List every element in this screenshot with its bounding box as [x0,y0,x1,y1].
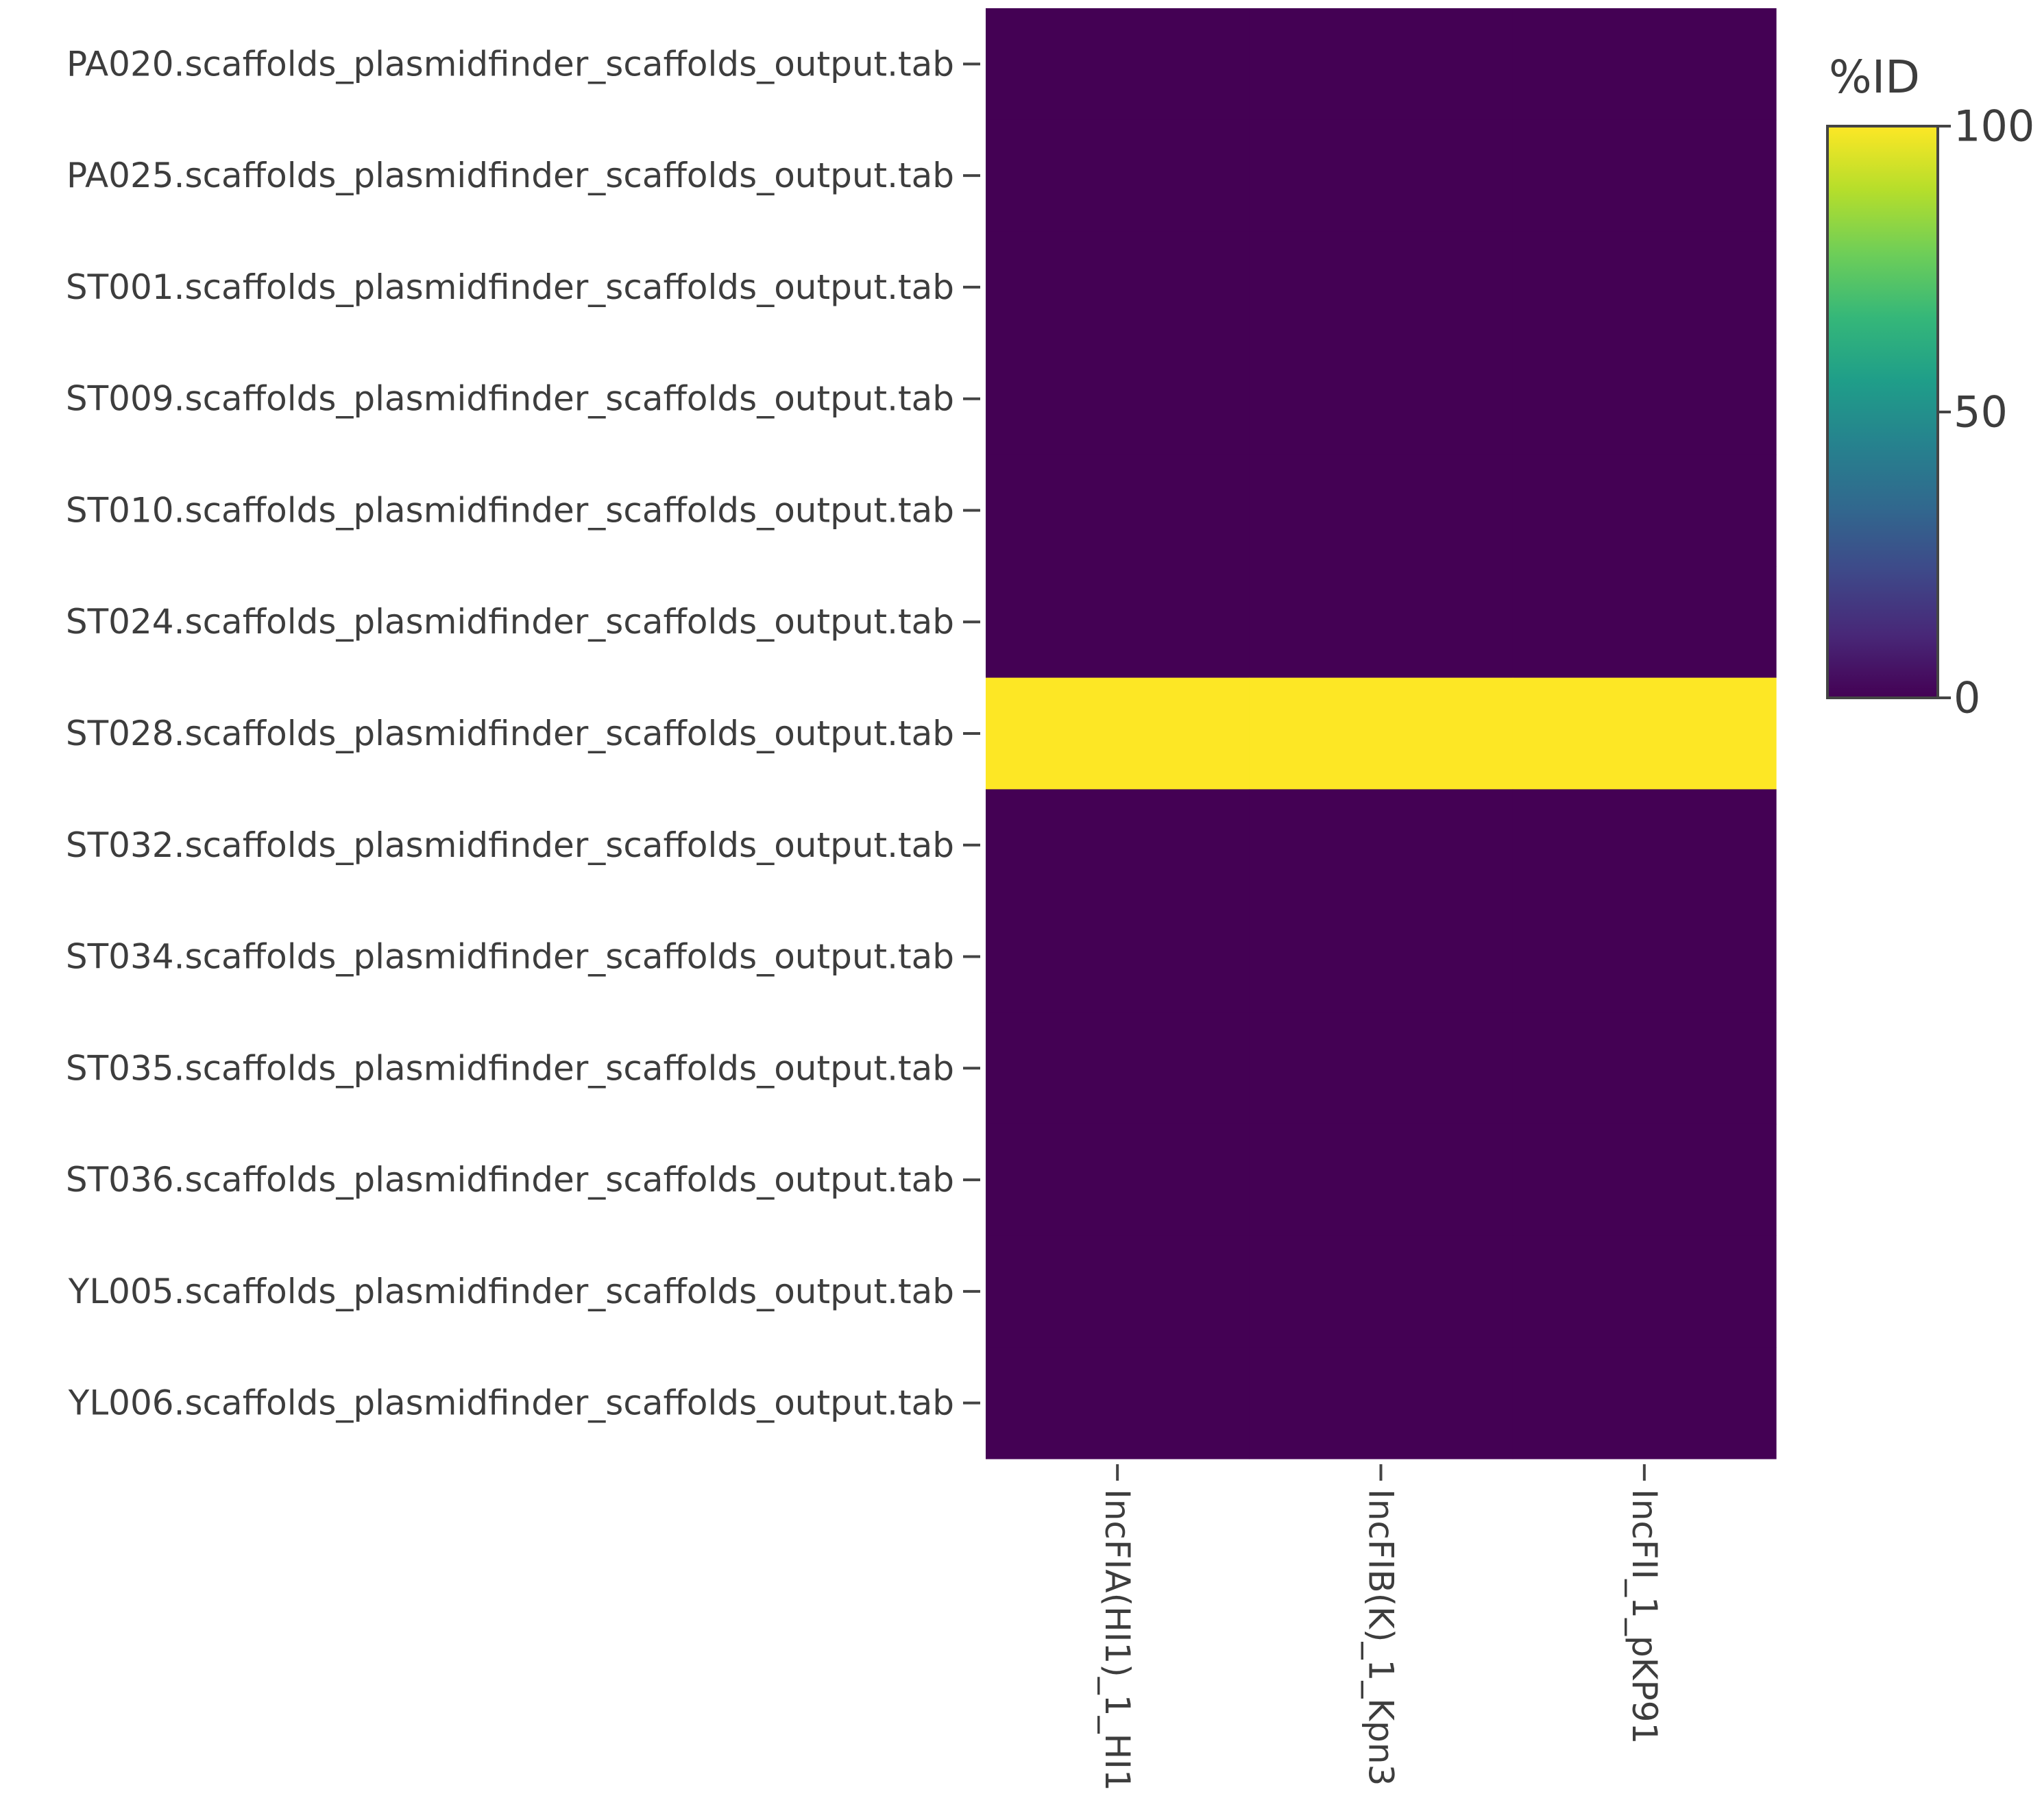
y-tick-label: YL006.scaffolds_plasmidfinder_scaffolds_… [68,1383,954,1423]
heatmap-cell [1512,119,1777,232]
heatmap-cell [1249,1235,1514,1348]
heatmap-cell [1512,1347,1777,1459]
heatmap-cell [1249,1012,1514,1125]
heatmap-cells [986,8,1777,1459]
heatmap-cell [986,231,1250,343]
x-axis: IncFIA(HI1)_1_HI1 IncFIB(K)_1_Kpn3 IncFII_… [1097,1464,1664,1791]
y-tick-label: ST035.scaffolds_plasmidfinder_scaffolds_… [66,1048,954,1088]
y-axis: PA020.scaffolds_plasmidfinder_scaffolds_… [66,44,980,1423]
heatmap-cell [986,1347,1250,1459]
heatmap-cell [986,8,1250,121]
y-tick-label: ST001.scaffolds_plasmidfinder_scaffolds_… [66,267,954,307]
colorbar-tick-label: 0 [1954,673,1980,723]
heatmap-cell [1512,1235,1777,1348]
heatmap-cell [1249,901,1514,1013]
y-tick-label: ST034.scaffolds_plasmidfinder_scaffolds_… [66,937,954,977]
y-tick-label: ST024.scaffolds_plasmidfinder_scaffolds_… [66,602,954,642]
heatmap-cell [1512,789,1777,901]
heatmap-cell [1512,454,1777,567]
colorbar-tick-label: 50 [1954,387,2008,437]
heatmap-cell [1512,566,1777,679]
heatmap-cell [986,901,1250,1013]
heatmap-cell [1249,677,1514,790]
heatmap-cell [1249,454,1514,567]
heatmap-cell [986,1235,1250,1348]
heatmap-cell [1512,1012,1777,1125]
y-tick-label: ST028.scaffolds_plasmidfinder_scaffolds_… [66,714,954,753]
colorbar-tick-label: 100 [1954,101,2034,151]
heatmap-cell [1512,231,1777,343]
heatmap-cell [986,566,1250,679]
heatmap-cell [1249,119,1514,232]
heatmap-cell [986,343,1250,455]
y-tick-label: ST009.scaffolds_plasmidfinder_scaffolds_… [66,379,954,419]
heatmap-cell [1512,343,1777,455]
heatmap-cell [986,119,1250,232]
x-tick-label: IncFIA(HI1)_1_HI1 [1097,1489,1137,1791]
heatmap-cell [1512,677,1777,790]
colorbar-ticks: 0 50 100 [1938,101,2034,723]
heatmap-cell [986,1012,1250,1125]
heatmap-cell [1249,566,1514,679]
heatmap-cell [1249,1347,1514,1459]
heatmap-cell [1249,1124,1514,1237]
heatmap-cell [986,1124,1250,1237]
heatmap-cell [1249,231,1514,343]
colorbar-title: %ID [1829,51,1920,104]
y-tick-label: PA025.scaffolds_plasmidfinder_scaffolds_… [66,156,954,195]
heatmap-cell [1512,901,1777,1013]
y-tick-label: PA020.scaffolds_plasmidfinder_scaffolds_… [66,44,954,84]
heatmap-cell [1249,343,1514,455]
heatmap-cell [986,454,1250,567]
y-tick-label: YL005.scaffolds_plasmidfinder_scaffolds_… [68,1272,954,1311]
colorbar: %ID 0 50 100 [1826,51,2034,723]
y-tick-label: ST036.scaffolds_plasmidfinder_scaffolds_… [66,1160,954,1200]
colorbar-gradient [1826,125,1939,699]
heatmap-cell [1512,8,1777,121]
heatmap-cell [986,789,1250,901]
heatmap-cell [1512,1124,1777,1237]
y-tick-label: ST032.scaffolds_plasmidfinder_scaffolds_… [66,825,954,865]
heatmap-cell [1249,789,1514,901]
x-tick-label: IncFII_1_pKP91 [1625,1489,1664,1744]
y-tick-label: ST010.scaffolds_plasmidfinder_scaffolds_… [66,490,954,530]
heatmap-cell [1249,8,1514,121]
heatmap-cell [986,677,1250,790]
x-tick-label: IncFIB(K)_1_Kpn3 [1361,1489,1401,1786]
